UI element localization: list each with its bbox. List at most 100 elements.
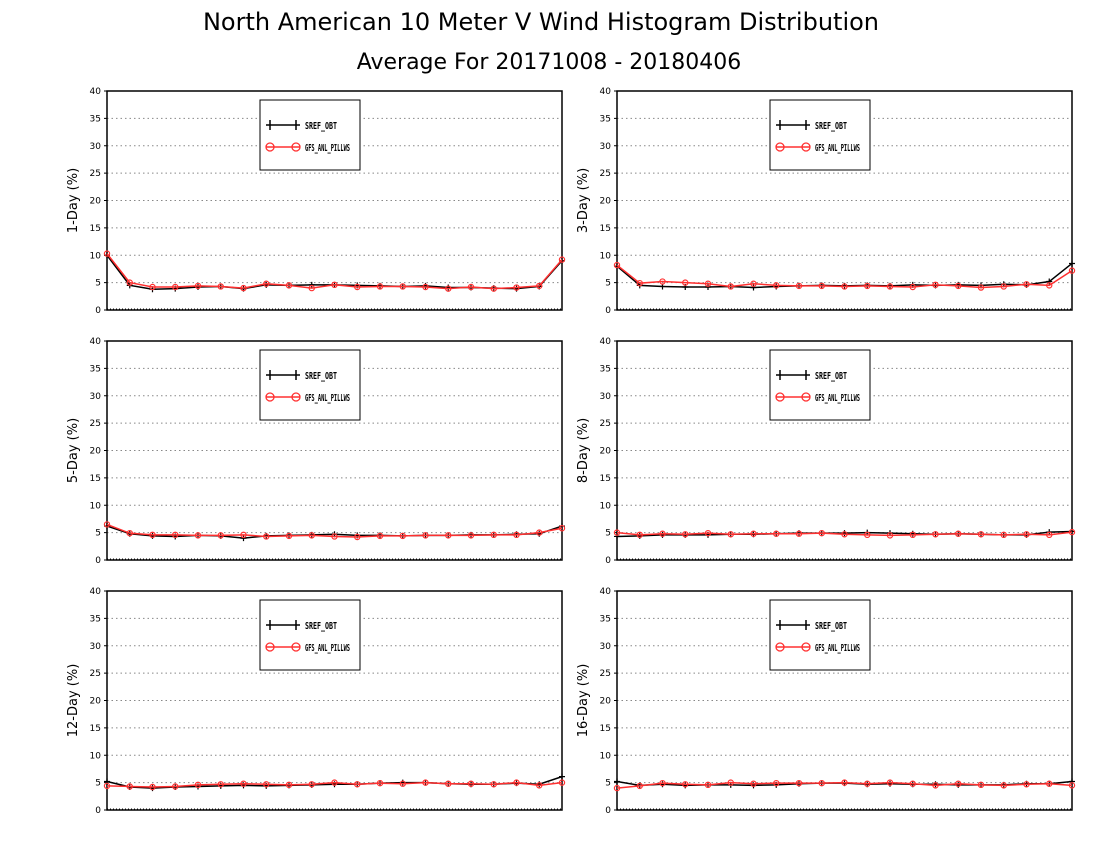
- panel-2: 0 5 10 15 20 25 30 35 40 3-Day (%) SREF_OBT GFS_ANL…: [576, 87, 1076, 316]
- series-2-point: [240, 284, 247, 292]
- series-2-point: [103, 782, 111, 790]
- y-tick-label: 20: [600, 197, 612, 207]
- series-2-point: [422, 779, 429, 786]
- legend-marker-1: [779, 370, 807, 380]
- series-2-point: [422, 532, 429, 539]
- legend-marker-2a: [265, 392, 275, 402]
- chart-title: North American 10 Meter V Wind Histogram…: [203, 8, 879, 36]
- legend-label-1: SREF_OBT: [305, 371, 337, 382]
- legend-box: [259, 349, 361, 421]
- series-2-point: [558, 525, 566, 532]
- series-2-point: [354, 781, 361, 788]
- y-tick-label: 20: [600, 697, 612, 707]
- legend: SREF_OBT GFS_ANL_PILLWS: [769, 349, 871, 421]
- series-1-point: [559, 773, 565, 780]
- y-tick-label: 0: [605, 306, 611, 316]
- y-tick-label: 10: [90, 251, 102, 261]
- series-2-point: [704, 781, 712, 789]
- series-2-point: [308, 532, 315, 539]
- series-2-point: [149, 531, 156, 539]
- series-2-point: [513, 284, 520, 291]
- series-2-point: [536, 529, 543, 536]
- series-2-point: [636, 279, 643, 287]
- series-2-point: [399, 780, 406, 787]
- series-1-point: [614, 778, 620, 785]
- y-tick-label: 15: [600, 724, 611, 734]
- y-tick-label: 5: [605, 529, 611, 539]
- series-2-point: [513, 779, 520, 786]
- y-tick-label: 0: [95, 806, 101, 816]
- series-2-point: [659, 278, 666, 285]
- y-tick-label: 35: [600, 114, 611, 124]
- series-2-point: [308, 284, 315, 292]
- y-tick-label: 5: [95, 279, 101, 289]
- series-2-point: [126, 783, 133, 790]
- y-tick-label: 0: [95, 306, 101, 316]
- series-2-point: [217, 283, 224, 290]
- y-tick-label: 30: [600, 142, 612, 152]
- series-2-point: [399, 532, 406, 540]
- y-tick-label: 10: [600, 251, 612, 261]
- series-2-point: [445, 780, 452, 787]
- legend-box: [259, 99, 361, 171]
- y-tick-label: 40: [600, 337, 612, 347]
- series-2-point: [263, 781, 270, 788]
- legend-marker-2a: [775, 392, 785, 402]
- legend-marker-1: [779, 120, 807, 130]
- series-1-point: [308, 281, 315, 288]
- series-2-point: [886, 532, 894, 539]
- series-2-line: [616, 531, 1073, 537]
- y-tick-label: 15: [90, 224, 101, 234]
- y-tick-label: 5: [95, 779, 101, 789]
- series-1-point: [614, 533, 620, 540]
- y-axis-label: 5-Day (%): [66, 418, 81, 483]
- series-2-point: [1068, 267, 1076, 274]
- series-2-point: [126, 279, 133, 286]
- series-2-point: [217, 781, 224, 788]
- y-tick-label: 25: [600, 169, 611, 179]
- series-2-point: [750, 530, 757, 537]
- y-axis-label: 1-Day (%): [66, 168, 81, 233]
- series-2-point: [513, 531, 520, 539]
- series-2-point: [172, 283, 179, 291]
- series-2-point: [1068, 528, 1076, 536]
- series-2-point: [1000, 283, 1007, 290]
- series-2-point: [354, 533, 361, 541]
- legend-marker-2a: [265, 142, 275, 152]
- legend: SREF_OBT GFS_ANL_PILLWS: [769, 99, 871, 171]
- series-2-point: [1000, 782, 1007, 789]
- y-tick-label: 10: [600, 751, 612, 761]
- series-2-point: [704, 280, 712, 287]
- legend-marker-2b: [291, 642, 301, 652]
- series-2-point: [773, 282, 780, 289]
- series-2-point: [750, 780, 757, 787]
- series-2-point: [1068, 782, 1076, 789]
- series-2-point: [490, 781, 497, 788]
- series-2-point: [613, 261, 621, 269]
- series-2-point: [864, 282, 871, 290]
- series-2-point: [240, 780, 247, 787]
- series-2-point: [263, 280, 270, 287]
- y-tick-label: 0: [605, 806, 611, 816]
- series-2-line: [106, 253, 563, 290]
- series-2-point: [194, 282, 202, 290]
- series-2-point: [818, 529, 825, 537]
- y-tick-label: 10: [90, 751, 102, 761]
- series-1-point: [750, 284, 757, 291]
- series-2-point: [955, 282, 962, 290]
- series-2-point: [399, 283, 406, 290]
- series-2-point: [536, 782, 543, 789]
- series-2-point: [773, 779, 780, 787]
- series-2-point: [909, 283, 916, 291]
- series-2-point: [977, 284, 985, 291]
- series-2-point: [1046, 780, 1053, 787]
- series-2-point: [659, 779, 666, 787]
- y-tick-label: 30: [90, 392, 102, 402]
- y-tick-label: 15: [600, 224, 611, 234]
- legend-box: [769, 349, 871, 421]
- series-2-point: [773, 530, 780, 537]
- legend-label-2: GFS_ANL_PILLWS: [305, 143, 350, 154]
- series-2-point: [331, 779, 338, 786]
- series-2-point: [331, 533, 338, 540]
- series-2-point: [955, 780, 962, 787]
